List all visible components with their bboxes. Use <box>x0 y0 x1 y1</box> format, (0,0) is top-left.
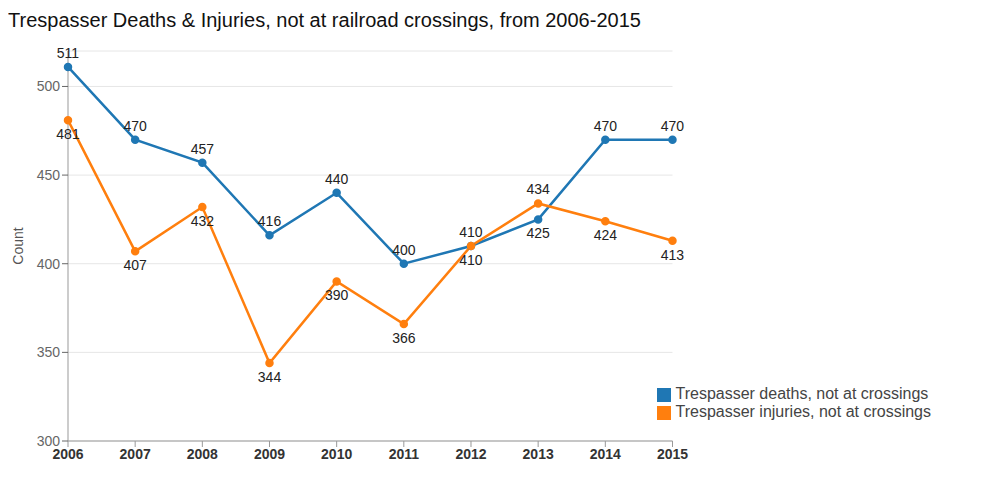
svg-text:2012: 2012 <box>455 446 486 462</box>
svg-text:432: 432 <box>191 213 215 229</box>
svg-text:350: 350 <box>37 344 61 360</box>
svg-text:390: 390 <box>325 287 349 303</box>
svg-text:413: 413 <box>661 247 685 263</box>
svg-text:400: 400 <box>37 256 61 272</box>
svg-text:450: 450 <box>37 167 61 183</box>
svg-text:2015: 2015 <box>657 446 688 462</box>
html-text:Trespasser injuries, not at cr: Trespasser injuries, not at crossings <box>675 403 931 420</box>
svg-text:470: 470 <box>123 118 147 134</box>
svg-text:425: 425 <box>526 225 550 241</box>
html-text:Trespasser Deaths & Injuries,: Trespasser Deaths & Injuries, not at rai… <box>8 9 641 31</box>
svg-text:500: 500 <box>37 78 61 94</box>
svg-text:410: 410 <box>459 224 483 240</box>
svg-text:2007: 2007 <box>120 446 151 462</box>
svg-text:410: 410 <box>459 252 483 268</box>
svg-text:440: 440 <box>325 171 349 187</box>
svg-text:481: 481 <box>56 126 80 142</box>
svg-text:416: 416 <box>258 213 282 229</box>
svg-text:2010: 2010 <box>321 446 352 462</box>
svg-text:400: 400 <box>392 242 416 258</box>
svg-text:407: 407 <box>123 257 147 273</box>
svg-text:344: 344 <box>258 369 282 385</box>
svg-text:2013: 2013 <box>523 446 554 462</box>
svg-text:434: 434 <box>526 181 550 197</box>
html-text:Trespasser deaths, not at cros: Trespasser deaths, not at crossings <box>675 385 929 402</box>
svg-text:511: 511 <box>57 45 80 61</box>
svg-text:366: 366 <box>392 330 416 346</box>
svg-text:424: 424 <box>594 227 618 243</box>
svg-text:470: 470 <box>594 118 618 134</box>
svg-text:2014: 2014 <box>590 446 621 462</box>
svg-text:2009: 2009 <box>254 446 285 462</box>
svg-text:2006: 2006 <box>52 445 84 462</box>
svg-text:2011: 2011 <box>389 446 420 462</box>
svg-text:Count: Count <box>10 227 26 264</box>
svg-text:300: 300 <box>37 433 61 449</box>
svg-text:2008: 2008 <box>187 446 218 462</box>
svg-text:457: 457 <box>191 141 215 157</box>
svg-text:470: 470 <box>661 118 685 134</box>
